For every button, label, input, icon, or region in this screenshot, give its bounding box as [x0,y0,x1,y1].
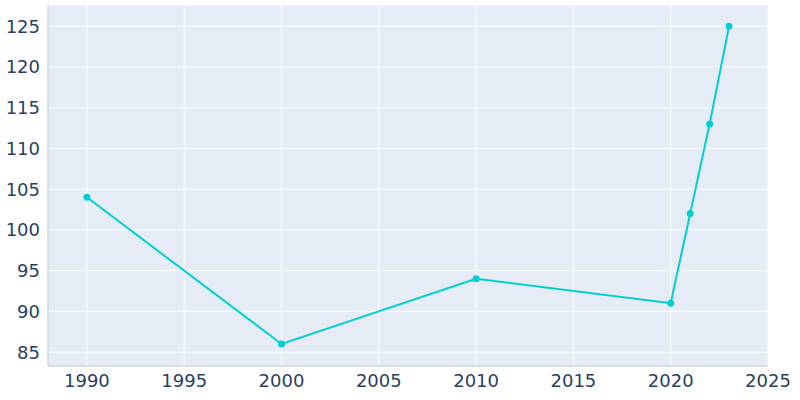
svg-text:100: 100 [8,219,40,240]
svg-text:2025: 2025 [745,370,791,391]
svg-text:125: 125 [8,16,40,37]
svg-text:105: 105 [8,179,40,200]
svg-text:90: 90 [17,301,40,322]
svg-text:115: 115 [8,97,40,118]
svg-text:1995: 1995 [161,370,207,391]
svg-text:2015: 2015 [550,370,596,391]
svg-text:1990: 1990 [64,370,110,391]
svg-text:2020: 2020 [648,370,694,391]
svg-text:2005: 2005 [356,370,402,391]
svg-text:110: 110 [8,138,40,159]
svg-text:95: 95 [17,260,40,281]
svg-text:2010: 2010 [453,370,499,391]
svg-text:120: 120 [8,56,40,77]
svg-text:85: 85 [17,342,40,363]
svg-text:2000: 2000 [259,370,305,391]
